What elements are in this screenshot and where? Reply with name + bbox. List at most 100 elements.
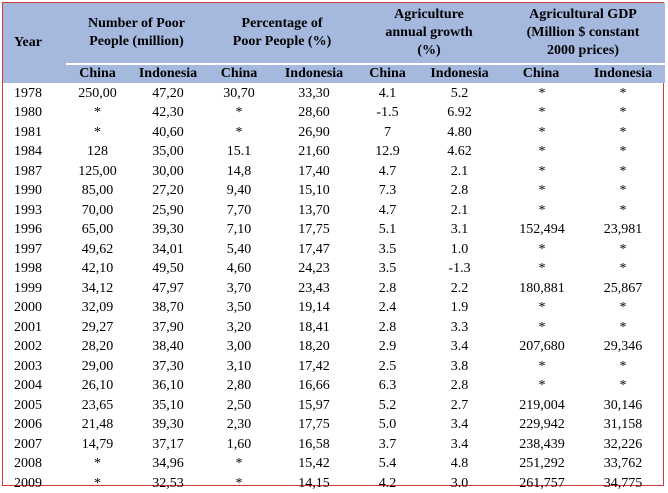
indonesia-pct-cell: 15,97: [271, 396, 357, 416]
indonesia-growth-cell: 2.1: [418, 201, 501, 221]
year-cell: 1990: [3, 181, 66, 201]
indonesia-gdp-cell: 30,146: [581, 396, 665, 416]
year-cell: 1978: [3, 83, 66, 103]
header-line: Poor People (%): [207, 33, 357, 51]
indonesia-poor-cell: 35,10: [129, 396, 207, 416]
china-growth-cell: 5.1: [357, 220, 418, 240]
china-poor-cell: 125,00: [66, 162, 129, 182]
china-gdp-cell: *: [501, 83, 581, 103]
year-cell: 2001: [3, 318, 66, 338]
indonesia-poor-cell: 35,00: [129, 142, 207, 162]
year-cell: 1996: [3, 220, 66, 240]
indonesia-poor-cell: 25,90: [129, 201, 207, 221]
indonesia-pct-cell: 16,66: [271, 376, 357, 396]
china-gdp-cell: 207,680: [501, 337, 581, 357]
china-poor-cell: 14,79: [66, 435, 129, 455]
china-pct-cell: 2,80: [207, 376, 271, 396]
china-pct-cell: 30,70: [207, 83, 271, 103]
indonesia-pct-cell: 15,10: [271, 181, 357, 201]
china-gdp-cell: *: [501, 318, 581, 338]
indonesia-gdp-cell: *: [581, 162, 665, 182]
indonesia-poor-cell: 37,90: [129, 318, 207, 338]
indonesia-growth-cell: 2.1: [418, 162, 501, 182]
china-gdp-cell: 152,494: [501, 220, 581, 240]
china-growth-cell: 4.7: [357, 201, 418, 221]
indonesia-poor-cell: 30,00: [129, 162, 207, 182]
indonesia-gdp-cell: *: [581, 259, 665, 279]
china-pct-cell: 3,00: [207, 337, 271, 357]
indonesia-growth-cell: 1.9: [418, 298, 501, 318]
indonesia-pct-cell: 17,75: [271, 220, 357, 240]
china-pct-cell: 2,50: [207, 396, 271, 416]
china-gdp-cell: *: [501, 123, 581, 143]
china-pct-cell: 9,40: [207, 181, 271, 201]
china-pct-cell: 3,50: [207, 298, 271, 318]
header-line: People (million): [66, 33, 207, 51]
header-china: China: [357, 64, 418, 83]
year-cell: 2004: [3, 376, 66, 396]
indonesia-poor-cell: 34,01: [129, 240, 207, 260]
year-cell: 2008: [3, 454, 66, 474]
indonesia-pct-cell: 17,75: [271, 415, 357, 435]
indonesia-gdp-cell: 29,346: [581, 337, 665, 357]
china-growth-cell: 6.3: [357, 376, 418, 396]
year-cell: 2007: [3, 435, 66, 455]
indonesia-pct-cell: 23,43: [271, 279, 357, 299]
china-poor-cell: 26,10: [66, 376, 129, 396]
china-growth-cell: 5.4: [357, 454, 418, 474]
china-gdp-cell: 219,004: [501, 396, 581, 416]
indonesia-gdp-cell: *: [581, 142, 665, 162]
indonesia-growth-cell: 4.80: [418, 123, 501, 143]
indonesia-pct-cell: 33,30: [271, 83, 357, 103]
year-cell: 1999: [3, 279, 66, 299]
indonesia-pct-cell: 17,42: [271, 357, 357, 377]
header-line: 2000 prices): [501, 42, 665, 60]
china-pct-cell: 7,70: [207, 201, 271, 221]
china-growth-cell: 4.1: [357, 83, 418, 103]
header-china: China: [207, 64, 271, 83]
indonesia-growth-cell: 3.3: [418, 318, 501, 338]
indonesia-pct-cell: 28,60: [271, 103, 357, 123]
indonesia-poor-cell: 47,20: [129, 83, 207, 103]
indonesia-growth-cell: 3.0: [418, 474, 501, 493]
indonesia-growth-cell: 3.4: [418, 337, 501, 357]
china-pct-cell: 3,10: [207, 357, 271, 377]
header-number-of-poor: Number of Poor People (million): [66, 3, 207, 64]
indonesia-poor-cell: 38,70: [129, 298, 207, 318]
header-line: Agriculture: [357, 6, 501, 24]
china-poor-cell: 85,00: [66, 181, 129, 201]
indonesia-growth-cell: 5.2: [418, 83, 501, 103]
china-poor-cell: *: [66, 474, 129, 493]
china-growth-cell: 3.7: [357, 435, 418, 455]
header-line: annual growth: [357, 24, 501, 42]
china-gdp-cell: *: [501, 103, 581, 123]
indonesia-growth-cell: 3.4: [418, 415, 501, 435]
china-gdp-cell: *: [501, 376, 581, 396]
year-cell: 1998: [3, 259, 66, 279]
indonesia-gdp-cell: *: [581, 123, 665, 143]
indonesia-gdp-cell: 33,762: [581, 454, 665, 474]
indonesia-poor-cell: 37,30: [129, 357, 207, 377]
indonesia-growth-cell: 6.92: [418, 103, 501, 123]
header-agricultural-gdp: Agricultural GDP (Million $ constant 200…: [501, 3, 665, 64]
indonesia-gdp-cell: *: [581, 357, 665, 377]
indonesia-growth-cell: 4.62: [418, 142, 501, 162]
china-poor-cell: 42,10: [66, 259, 129, 279]
header-line: Agricultural GDP: [501, 6, 665, 24]
year-cell: 1987: [3, 162, 66, 182]
indonesia-poor-cell: 36,10: [129, 376, 207, 396]
china-poor-cell: *: [66, 454, 129, 474]
indonesia-gdp-cell: 25,867: [581, 279, 665, 299]
china-growth-cell: 3.5: [357, 259, 418, 279]
